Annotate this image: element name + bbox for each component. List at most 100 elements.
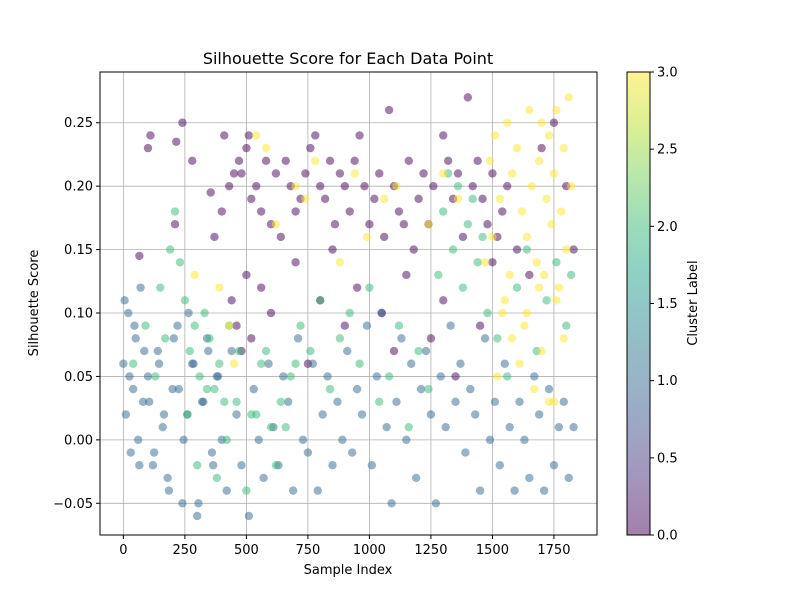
data-point	[530, 372, 539, 381]
data-point	[414, 194, 423, 204]
data-point	[439, 169, 448, 178]
data-point	[384, 372, 394, 381]
data-point	[534, 156, 544, 165]
colorbar-tick-label: 0.0	[657, 529, 678, 544]
data-point	[179, 435, 188, 445]
data-point	[475, 486, 485, 495]
data-point	[375, 397, 384, 407]
data-point	[121, 410, 131, 419]
data-point	[365, 283, 374, 292]
data-point	[256, 207, 266, 216]
data-point	[522, 245, 532, 254]
data-point	[229, 169, 239, 178]
data-point	[507, 334, 517, 343]
data-point	[129, 384, 138, 394]
data-point	[461, 448, 470, 457]
data-point	[517, 207, 527, 216]
data-point	[522, 232, 532, 242]
data-point	[419, 169, 428, 178]
data-point	[407, 359, 416, 368]
data-point	[151, 372, 160, 381]
data-point	[325, 384, 335, 394]
data-point	[468, 181, 477, 191]
data-point	[377, 308, 386, 318]
data-point	[512, 245, 522, 254]
data-point	[165, 245, 175, 254]
data-point	[343, 346, 352, 356]
y-tick-label: −0.05	[53, 497, 93, 512]
data-point	[559, 334, 568, 343]
data-point	[421, 346, 431, 356]
data-point	[488, 169, 497, 178]
data-point	[281, 156, 290, 165]
data-point	[153, 346, 163, 356]
data-point	[320, 194, 330, 204]
data-point	[530, 384, 539, 394]
data-point	[145, 397, 154, 407]
data-point	[208, 461, 218, 470]
data-point	[485, 156, 495, 165]
y-tick-label: 0.25	[64, 116, 93, 131]
data-point	[439, 131, 448, 140]
data-point	[308, 359, 318, 368]
data-point	[316, 296, 325, 305]
data-point	[453, 194, 463, 204]
data-point	[119, 359, 128, 368]
data-point	[451, 397, 460, 407]
data-point	[436, 372, 445, 381]
data-point	[215, 283, 224, 292]
data-point	[244, 511, 254, 521]
data-point	[515, 359, 524, 368]
data-point	[163, 473, 172, 483]
data-point	[124, 308, 133, 318]
data-point	[259, 473, 268, 483]
data-point	[539, 270, 549, 280]
data-point	[525, 105, 534, 115]
data-point	[554, 422, 564, 432]
data-point	[409, 245, 418, 254]
data-point	[552, 258, 561, 267]
data-point	[404, 156, 413, 165]
data-point	[242, 143, 251, 153]
data-point	[244, 131, 254, 140]
data-point	[355, 359, 364, 368]
data-point	[510, 486, 519, 495]
data-point	[154, 359, 164, 368]
data-point	[552, 296, 561, 305]
data-point	[429, 181, 438, 191]
y-tick-label: 0.05	[64, 370, 93, 385]
data-points	[119, 93, 578, 521]
data-point	[458, 232, 468, 242]
data-point	[286, 372, 295, 381]
data-point	[453, 181, 463, 191]
data-point	[340, 181, 350, 191]
data-point	[264, 359, 273, 368]
data-point	[404, 422, 413, 432]
data-point	[291, 207, 300, 216]
data-point	[133, 435, 143, 445]
data-point	[168, 384, 177, 394]
data-point	[456, 359, 465, 368]
data-point	[143, 372, 153, 381]
data-point	[301, 169, 310, 178]
data-point	[318, 410, 327, 419]
data-point	[141, 321, 150, 330]
data-point	[252, 181, 261, 191]
data-point	[301, 194, 310, 204]
data-point	[544, 131, 554, 140]
data-point	[335, 258, 345, 267]
data-point	[559, 397, 568, 407]
colorbar-gradient	[627, 72, 650, 535]
data-point	[200, 308, 209, 318]
data-point	[387, 499, 396, 508]
data-point	[542, 194, 551, 204]
data-point	[199, 397, 208, 407]
data-point	[215, 359, 224, 368]
data-point	[402, 435, 411, 445]
data-point	[284, 397, 293, 407]
data-point	[473, 258, 482, 267]
data-point	[495, 194, 505, 204]
data-point	[206, 188, 215, 197]
data-point	[252, 131, 261, 140]
